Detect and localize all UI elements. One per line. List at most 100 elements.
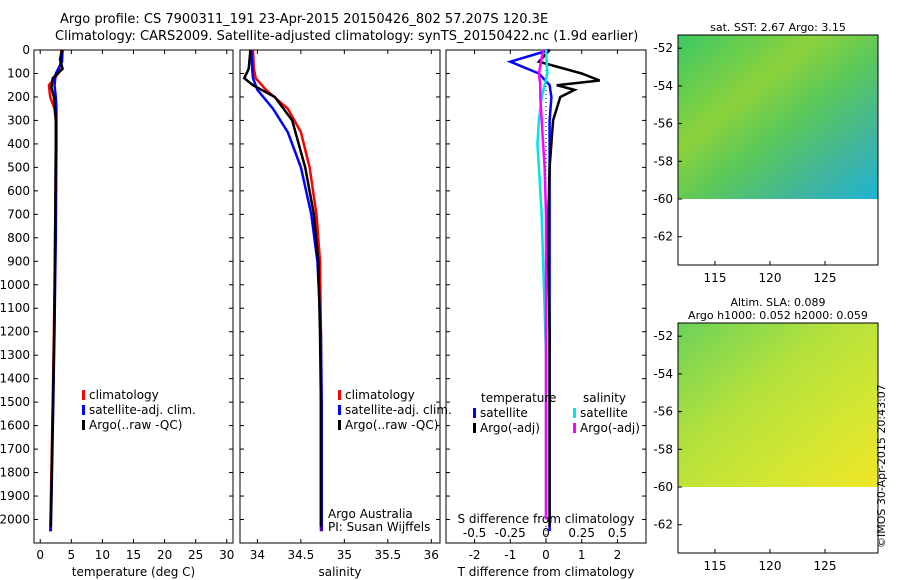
legend-swatch [473,408,476,418]
y-tick-label: 1900 [0,489,30,503]
y-tick-label: 1600 [0,419,30,433]
profile-panel-1: 0 5 10 15 20 25 30 temperature (deg C) 0 100 200 30… [0,43,234,579]
x-axis-label: salinity [318,565,361,579]
series-line-4 [537,49,548,520]
x-tick-label: 1 [578,548,586,562]
annotation-line2: PI: Susan Wijffels [328,520,430,534]
panel-frame [33,49,234,544]
annotation-line1: Argo Australia [328,507,413,521]
y-tick-label: 1800 [0,466,30,480]
map-y-tick-label: -60 [653,192,673,206]
y-tick-label: 700 [7,207,30,221]
series-line-2 [250,49,323,532]
map-x-tick-label: 125 [814,559,837,573]
x-tick-label: 15 [126,548,141,562]
figure-title-line1: Argo profile: CS 7900311_191 23-Apr-2015… [60,12,549,27]
x-tick-label: -1 [504,548,516,562]
map-y-tick-label: -52 [653,41,673,55]
legend-label: satellite-adj. clim. [345,403,452,417]
y-tick-label: 1100 [0,301,30,315]
legend-swatch [473,423,476,433]
x-axis-label: temperature (deg C) [72,565,195,579]
legend-title-salinity: salinity [583,391,626,405]
sla-map: -52 -54 -56 -58 -60 -62 115 120 125 Altim. SLA: 0… [653,296,879,573]
legend-swatch [573,423,576,433]
x-tick-label: -2 [469,548,481,562]
y-tick-label: 100 [7,66,30,80]
map-field [678,323,878,488]
y-tick-label: 1200 [0,325,30,339]
map-x-tick-label: 125 [814,271,837,285]
map-frame [677,322,879,554]
x-tick-label: 36 [424,548,439,562]
legend-swatch [82,420,85,430]
y-tick-label: 1000 [0,278,30,292]
y-tick-label: 1700 [0,442,30,456]
y-tick-label: 1300 [0,348,30,362]
map-y-tick-label: -52 [653,329,673,343]
legend-swatch [338,390,341,400]
x-tick-label: 5 [67,548,75,562]
y-tick-label: 2000 [0,513,30,527]
legend-label: Argo(-adj) [580,421,640,435]
x-tick-label: 30 [219,548,234,562]
x-tick-label: 2 [614,548,622,562]
y-tick-label: 600 [7,184,30,198]
series-line-3 [242,49,323,527]
map-x-tick-label: 115 [704,271,727,285]
x-tick-label: 35 [337,548,352,562]
map-y-tick-label: -62 [653,518,673,532]
x-top-tick-label: -0.5 [463,526,486,540]
map-x-tick-label: 120 [759,271,782,285]
legend-swatch [573,408,576,418]
legend-label: climatology [345,388,415,402]
legend-title-temperature: temperature [481,391,556,405]
x-tick-label: 34.5 [288,548,315,562]
y-tick-label: 300 [7,113,30,127]
map-x-tick-label: 120 [759,559,782,573]
y-tick-label: 0 [22,43,30,57]
x-tick-label: 34 [250,548,265,562]
profile-panel-2: 34 34.5 35 35.5 36 salinity climatologysatelli… [239,49,452,579]
map-y-tick-label: -54 [653,79,673,93]
map-y-tick-label: -56 [653,405,673,419]
y-tick-label: 800 [7,231,30,245]
legend-label: satellite [580,406,628,420]
x-tick-label: 10 [95,548,110,562]
map-y-tick-label: -58 [653,154,673,168]
series-line-2 [536,49,601,527]
y-tick-label: 500 [7,160,30,174]
map-frame [677,34,879,266]
legend-label: Argo(..raw -QC) [89,418,182,432]
map-x-tick-label: 115 [704,559,727,573]
figure-title-line2: Climatology: CARS2009. Satellite-adjuste… [55,29,639,44]
x-top-tick-label: 0.25 [568,526,595,540]
legend-swatch [82,390,85,400]
map-y-tick-label: -62 [653,230,673,244]
legend-swatch [338,420,341,430]
legend-label: Argo(..raw -QC) [345,418,438,432]
series-line-1 [251,49,323,532]
y-tick-label: 400 [7,137,30,151]
legend-label: Argo(-adj) [480,421,540,435]
legend-label: satellite [480,406,528,420]
map-title: Altim. SLA: 0.089 [730,296,825,309]
map-title: Argo h1000: 0.052 h2000: 0.059 [688,309,868,322]
map-y-tick-label: -58 [653,442,673,456]
legend-label: satellite-adj. clim. [89,403,196,417]
panel-frame [239,49,441,544]
map-y-tick-label: -56 [653,117,673,131]
y-tick-label: 200 [7,90,30,104]
y-tick-label: 900 [7,254,30,268]
map-title: sat. SST: 2.67 Argo: 3.15 [710,21,846,34]
profile-panel-3: -2 -1 0 1 2 T difference from climatology -0.5… [445,48,647,579]
sst-map: -52 -54 -56 -58 -60 -62 115 120 125 sat. SST: 2.6… [653,21,879,285]
map-y-tick-label: -60 [653,480,673,494]
x-tick-label: 35.5 [374,548,401,562]
legend-label: climatology [89,388,159,402]
x-top-tick-label: -0.25 [495,526,526,540]
legend-swatch [338,405,341,415]
map-y-tick-label: -54 [653,367,673,381]
x-axis-label: T difference from climatology [457,565,635,579]
